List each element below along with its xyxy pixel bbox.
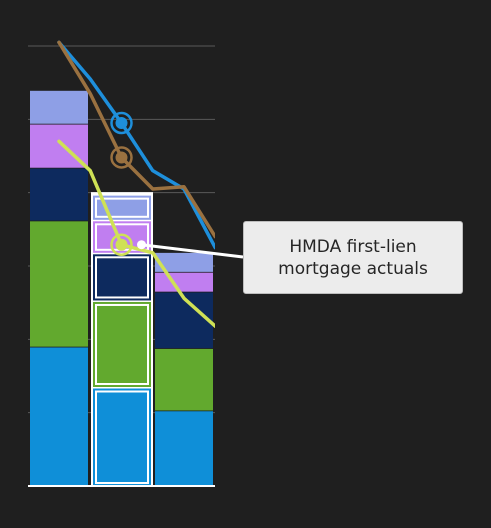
callout-connector-dot <box>137 240 146 250</box>
bar-segment <box>155 348 213 411</box>
bar-segment-outline <box>95 197 149 218</box>
marker-ring <box>110 233 133 256</box>
bar-segment <box>93 254 151 301</box>
bar-segment <box>155 411 213 486</box>
marker-point <box>115 117 128 129</box>
bar-segment <box>155 292 213 349</box>
marker-point <box>115 238 128 251</box>
bar-segment <box>155 272 213 292</box>
bar-segment <box>93 301 151 387</box>
bar-segment-outline <box>95 390 149 484</box>
bar-segment <box>30 90 88 124</box>
bar-segment <box>30 168 88 221</box>
marker-ring <box>110 146 133 169</box>
bar-segment <box>155 252 213 272</box>
series-line <box>57 139 215 328</box>
bar-segment <box>30 221 88 347</box>
series-line <box>57 40 215 239</box>
bar-segment-outline <box>95 256 149 299</box>
callout-connector-line <box>141 243 244 259</box>
bar-segment <box>30 347 88 486</box>
stacked-bars <box>30 90 213 486</box>
trend-lines <box>57 40 215 328</box>
bar-segment-outline <box>95 303 149 386</box>
series-line <box>57 40 215 250</box>
marker-ring <box>110 111 133 135</box>
bar-segment <box>93 388 151 486</box>
annotation-callout: HMDA first-lien mortgage actuals <box>243 221 463 294</box>
marker-point <box>115 151 128 164</box>
annotation-text: HMDA first-lien mortgage actuals <box>278 236 428 279</box>
line-markers <box>110 111 133 256</box>
